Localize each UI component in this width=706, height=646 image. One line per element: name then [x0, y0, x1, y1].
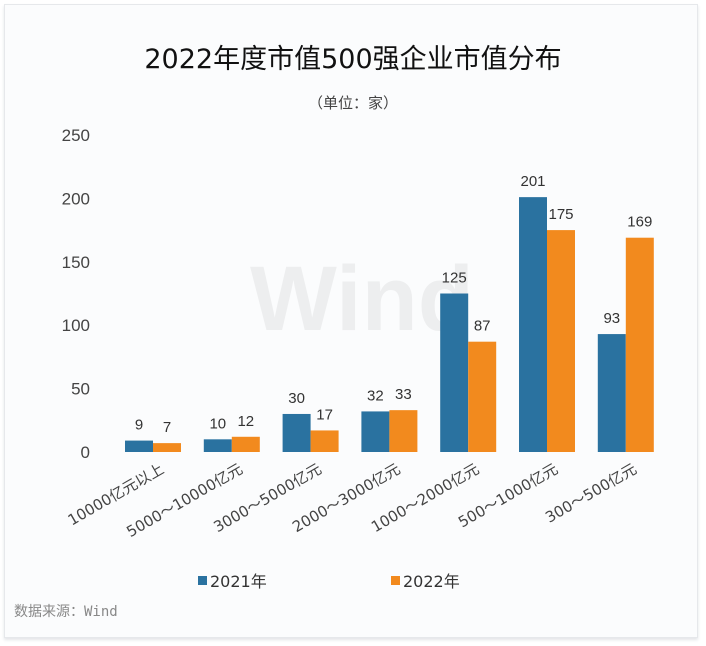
legend-swatch: [198, 576, 207, 585]
source-note: 数据来源：Wind: [14, 604, 118, 620]
legend-swatch: [391, 576, 400, 585]
data-label: 17: [316, 406, 333, 423]
bar-2021年: [597, 334, 626, 452]
bar-2021年: [519, 197, 547, 452]
data-label: 9: [135, 417, 143, 434]
bar-2022年: [547, 230, 575, 452]
data-label: 12: [237, 413, 254, 430]
y-tick-label: 0: [81, 443, 90, 462]
y-tick-label: 100: [62, 316, 90, 335]
legend-label: 2022年: [403, 572, 460, 591]
data-label: 93: [603, 310, 620, 327]
bar-2021年: [125, 440, 153, 452]
bar-2022年: [625, 237, 654, 452]
data-label: 32: [367, 387, 384, 404]
data-label: 7: [163, 419, 171, 436]
bar-2022年: [468, 341, 497, 452]
chart-card: [4, 4, 698, 638]
bar-2021年: [282, 413, 311, 452]
data-label: 10: [209, 415, 226, 432]
data-label: 33: [395, 386, 412, 403]
data-label: 201: [520, 173, 545, 190]
data-label: 175: [548, 206, 573, 223]
y-tick-label: 200: [62, 189, 90, 208]
data-label: 30: [288, 390, 305, 407]
legend-label: 2021年: [210, 572, 267, 591]
y-tick-label: 250: [62, 126, 90, 145]
bar-2022年: [389, 410, 418, 452]
data-label: 125: [442, 270, 467, 287]
y-tick-label: 50: [71, 380, 90, 399]
bar-2021年: [440, 293, 469, 452]
bar-2021年: [203, 439, 232, 452]
bar-2022年: [153, 443, 181, 452]
y-tick-label: 150: [62, 253, 90, 272]
data-label: 169: [627, 214, 652, 231]
chart-title: 2022年度市值500强企业市值分布: [144, 44, 561, 75]
chart-subtitle: （单位：家）: [308, 94, 398, 112]
bar-2021年: [361, 411, 390, 452]
bar-2022年: [310, 430, 339, 452]
bar-2022年: [231, 436, 260, 452]
data-label: 87: [474, 318, 491, 335]
watermark-logo: Wind: [250, 248, 474, 350]
